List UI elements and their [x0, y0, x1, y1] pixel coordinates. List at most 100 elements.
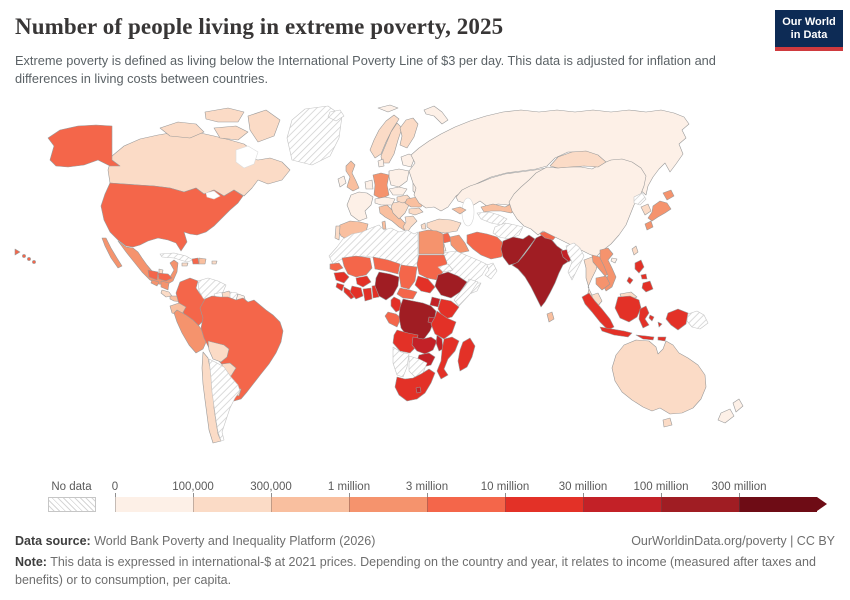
country-somalia[interactable]	[453, 278, 479, 307]
country-pakistan[interactable]	[500, 234, 536, 266]
legend-bin-4[interactable]	[427, 497, 505, 512]
country-mindanao[interactable]	[641, 280, 654, 293]
country-guinea[interactable]	[333, 271, 350, 284]
country-oman[interactable]	[484, 262, 498, 280]
country-el-salvador[interactable]	[150, 279, 160, 287]
country-south-africa[interactable]	[394, 368, 436, 402]
country-lesser-sunda-2[interactable]	[657, 336, 667, 342]
legend-bin-6[interactable]	[583, 497, 661, 512]
country-niger[interactable]	[372, 256, 401, 275]
country-turkmenistan[interactable]	[476, 211, 508, 226]
country-finland[interactable]	[399, 117, 419, 149]
country-sri-lanka[interactable]	[546, 311, 555, 323]
country-congo-gabon[interactable]	[384, 311, 402, 328]
country-maluku-2[interactable]	[657, 321, 663, 328]
country-caucasus[interactable]	[451, 206, 467, 215]
country-egypt[interactable]	[418, 229, 445, 255]
country-guatemala[interactable]	[147, 269, 159, 281]
country-argentina[interactable]	[208, 358, 241, 442]
country-denmark[interactable]	[377, 158, 385, 168]
country-costa-rica[interactable]	[160, 289, 173, 298]
country-france[interactable]	[346, 191, 374, 222]
country-japan-kyushu[interactable]	[644, 220, 654, 231]
country-cameroon[interactable]	[390, 296, 403, 313]
country-novaya-zemlya[interactable]	[423, 105, 449, 125]
country-liberia[interactable]	[343, 286, 357, 300]
country-nicaragua[interactable]	[160, 280, 170, 291]
country-south-korea[interactable]	[640, 203, 652, 216]
country-cote-divoire[interactable]	[349, 285, 364, 300]
country-senegal[interactable]	[329, 262, 344, 272]
country-palawan[interactable]	[626, 276, 634, 285]
legend-bin-8[interactable]	[739, 497, 817, 512]
country-germany[interactable]	[372, 172, 390, 200]
country-peru[interactable]	[173, 309, 208, 354]
owid-logo[interactable]: Our World in Data	[775, 10, 843, 52]
legend-bin-3[interactable]	[349, 497, 427, 512]
country-baltics[interactable]	[400, 153, 416, 168]
country-norway[interactable]	[369, 114, 400, 159]
country-jamaica[interactable]	[181, 262, 189, 267]
country-eritrea[interactable]	[437, 263, 454, 273]
country-venezuela[interactable]	[197, 277, 227, 304]
country-puerto-rico[interactable]	[211, 260, 218, 265]
country-hawaii-2[interactable]	[27, 257, 31, 261]
country-sweden[interactable]	[380, 122, 403, 164]
legend-bin-2[interactable]	[271, 497, 349, 512]
footer-credit-link[interactable]: OurWorldinData.org/poverty | CC BY	[631, 534, 835, 548]
country-iraq[interactable]	[449, 234, 470, 254]
country-usa[interactable]	[100, 182, 244, 252]
country-turkey[interactable]	[426, 218, 462, 234]
country-canada-arctic2[interactable]	[204, 107, 245, 123]
country-dr-congo[interactable]	[398, 298, 437, 342]
country-greece[interactable]	[402, 215, 418, 234]
country-alaska[interactable]	[47, 124, 121, 168]
country-nz-north[interactable]	[732, 398, 744, 413]
country-uk[interactable]	[345, 160, 360, 192]
country-mongolia[interactable]	[549, 150, 607, 169]
country-mexico[interactable]	[117, 240, 179, 286]
country-ghana[interactable]	[362, 287, 373, 302]
country-sierra-leone[interactable]	[335, 282, 345, 292]
country-visayas[interactable]	[640, 273, 648, 280]
country-lesotho[interactable]	[415, 386, 422, 394]
legend-no-data-swatch[interactable]	[48, 497, 96, 512]
country-south-sudan[interactable]	[414, 275, 436, 294]
country-afghanistan[interactable]	[492, 222, 524, 240]
country-cambodia[interactable]	[595, 275, 611, 291]
country-dominican[interactable]	[198, 257, 207, 265]
country-honduras[interactable]	[157, 272, 173, 282]
country-taiwan[interactable]	[631, 245, 639, 256]
country-hawaii-1[interactable]	[22, 254, 26, 258]
country-haiti[interactable]	[191, 257, 200, 265]
country-mexico-baja[interactable]	[101, 237, 123, 269]
legend-bin-5[interactable]	[505, 497, 583, 512]
country-angola[interactable]	[392, 329, 419, 354]
country-cuba[interactable]	[159, 252, 194, 263]
country-zambia[interactable]	[411, 336, 438, 355]
country-png[interactable]	[686, 310, 709, 330]
country-car[interactable]	[396, 287, 418, 300]
country-luzon[interactable]	[634, 259, 645, 274]
country-china[interactable]	[508, 158, 647, 258]
country-austria-switzerland[interactable]	[374, 196, 396, 206]
legend-bin-0[interactable]	[115, 497, 193, 512]
country-bulgaria[interactable]	[408, 207, 424, 216]
country-japan-honshu[interactable]	[647, 200, 672, 222]
country-hawaii-3[interactable]	[32, 260, 36, 264]
country-tasmania[interactable]	[662, 417, 673, 428]
country-vietnam[interactable]	[599, 247, 617, 292]
country-czechia-slovakia[interactable]	[388, 186, 408, 196]
country-portugal[interactable]	[334, 225, 341, 241]
legend-bin-7[interactable]	[661, 497, 739, 512]
country-ireland[interactable]	[337, 175, 347, 188]
country-sardinia[interactable]	[381, 220, 387, 230]
country-sulawesi[interactable]	[638, 305, 650, 329]
country-kenya[interactable]	[437, 298, 460, 320]
country-australia[interactable]	[611, 339, 707, 415]
country-west-papua[interactable]	[665, 308, 689, 331]
country-namibia[interactable]	[392, 346, 410, 378]
country-canada-arctic3[interactable]	[213, 125, 249, 141]
country-uganda[interactable]	[429, 296, 441, 308]
country-nigeria[interactable]	[374, 271, 400, 301]
